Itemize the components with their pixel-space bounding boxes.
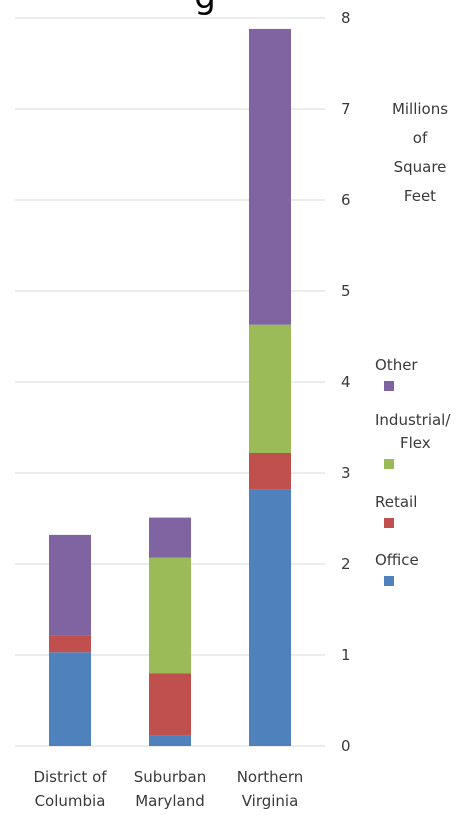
y-tick-label-0: 0 [341, 737, 351, 755]
bar-segment-retail-3 [249, 452, 291, 490]
bar-segment-office-1 [49, 652, 91, 746]
y-tick-label-7: 7 [341, 100, 351, 118]
legend-label-retail: Retail [375, 493, 417, 511]
legend: Other Industrial/Flex Retail Office [375, 356, 451, 586]
y-axis-ticks: 0 1 2 3 4 5 6 7 8 [341, 9, 351, 755]
legend-label-other: Other [375, 356, 418, 374]
legend-swatch-industrial-flex [384, 459, 394, 469]
x-category-label-2-line-2: Maryland [135, 792, 205, 810]
x-category-label-1-line-1: District of [33, 768, 107, 786]
x-category-label-3-line-1: Northern [237, 768, 304, 786]
legend-swatch-other [384, 381, 394, 391]
legend-label-office: Office [375, 551, 419, 569]
legend-label-industrial-flex-line-2: Flex [400, 434, 431, 452]
chart-title-fragment: g [194, 0, 216, 17]
y-tick-label-6: 6 [341, 191, 351, 209]
legend-swatch-office [384, 576, 394, 586]
y-tick-label-4: 4 [341, 373, 351, 391]
bar-segment-other-3 [249, 28, 291, 325]
x-category-label-2-line-1: Suburban [134, 768, 206, 786]
legend-swatch-retail [384, 518, 394, 528]
y-unit-label-line-1: Millions [392, 100, 448, 118]
bar-segment-office-2 [149, 735, 191, 746]
y-tick-label-8: 8 [341, 9, 351, 27]
bar-segment-other-2 [149, 517, 191, 558]
y-axis-unit-label: Millions of Square Feet [392, 100, 448, 205]
x-axis-categories: District of Columbia Suburban Maryland North… [33, 768, 303, 810]
y-tick-label-1: 1 [341, 646, 351, 664]
bar-segment-industrial-flex-2 [149, 557, 191, 674]
bar-segment-office-3 [249, 489, 291, 746]
bars [49, 28, 291, 746]
bar-segment-retail-2 [149, 673, 191, 736]
y-unit-label-line-4: Feet [404, 187, 436, 205]
x-category-label-3-line-2: Virginia [242, 792, 299, 810]
y-tick-label-5: 5 [341, 282, 351, 300]
x-category-label-1-line-2: Columbia [35, 792, 106, 810]
y-unit-label-line-3: Square [394, 158, 447, 176]
y-tick-label-2: 2 [341, 555, 351, 573]
y-tick-label-3: 3 [341, 464, 351, 482]
bar-segment-other-1 [49, 534, 91, 636]
legend-label-industrial-flex-line-1: Industrial/ [375, 411, 451, 429]
bar-segment-retail-1 [49, 635, 91, 653]
y-unit-label-line-2: of [413, 129, 428, 147]
bar-segment-industrial-flex-3 [249, 324, 291, 453]
